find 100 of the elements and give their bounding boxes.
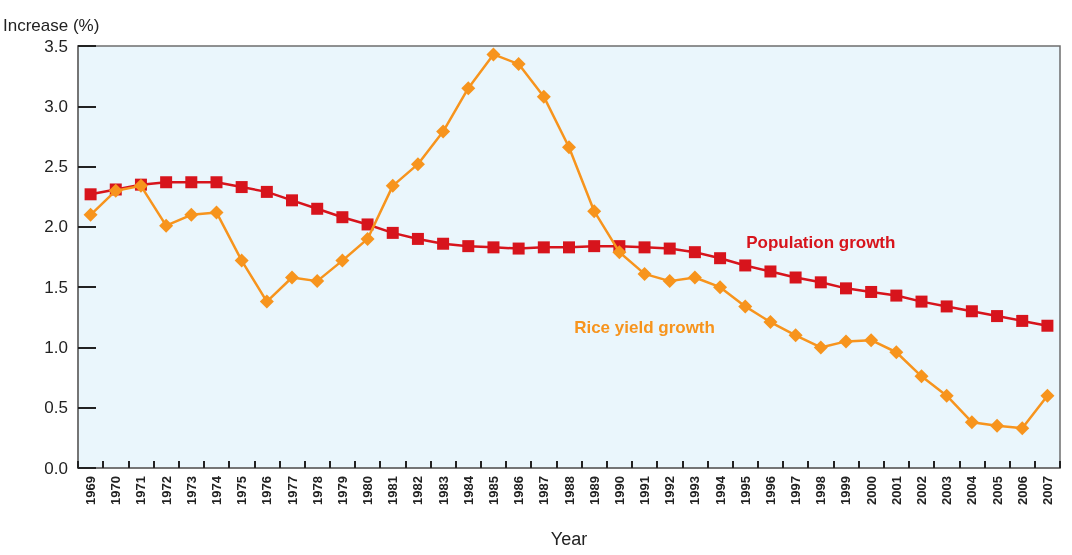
y-tick-label: 2.5 (44, 157, 68, 177)
point (536, 89, 551, 104)
x-tick-label: 1980 (360, 476, 376, 505)
point (714, 252, 727, 265)
point (964, 415, 979, 430)
point (763, 315, 778, 330)
x-tick-label: 1987 (536, 476, 552, 505)
x-tick-label: 1994 (712, 475, 728, 505)
point (386, 226, 399, 239)
point (789, 271, 802, 284)
x-tick-label: 2001 (888, 476, 904, 505)
point (813, 340, 828, 355)
point (939, 388, 954, 403)
point (209, 205, 224, 220)
x-tick-label: 2003 (939, 476, 955, 505)
y-tick-label: 1.5 (44, 277, 68, 297)
point (160, 176, 173, 189)
x-tick-label: 1999 (838, 476, 854, 505)
x-tick-label: 1985 (485, 476, 501, 505)
point (537, 241, 550, 254)
x-tick-label: 1969 (83, 476, 99, 505)
point (1015, 421, 1030, 436)
point (865, 285, 878, 298)
y-tick-label: 3.0 (44, 96, 68, 116)
point (185, 176, 198, 189)
point (663, 242, 676, 255)
point (286, 194, 299, 207)
point (311, 202, 324, 215)
x-tick-label: 1976 (259, 476, 275, 505)
point (890, 289, 903, 302)
x-tick-label: 1974 (208, 475, 224, 505)
point (385, 178, 400, 193)
point (687, 270, 702, 285)
point (235, 181, 248, 194)
point (260, 185, 273, 198)
x-tick-label: 1988 (561, 476, 577, 505)
x-tick-label: 1978 (309, 476, 325, 505)
point (637, 266, 652, 281)
point (285, 270, 300, 285)
x-tick-label: 2000 (863, 476, 879, 505)
x-tick-label: 2005 (989, 476, 1005, 505)
point (562, 140, 576, 155)
point (511, 57, 526, 72)
point (335, 253, 350, 268)
point (437, 237, 450, 250)
point (336, 211, 349, 224)
y-tick-label: 0.0 (44, 458, 68, 478)
y-tick-label: 1.0 (44, 337, 68, 357)
y-tick-label: 3.5 (44, 36, 68, 56)
x-tick-label: 1993 (687, 476, 703, 505)
x-tick-label: 1977 (284, 476, 300, 505)
x-tick-label: 1975 (234, 476, 250, 505)
point (411, 232, 424, 245)
x-tick-label: 1970 (108, 476, 124, 505)
point (915, 295, 928, 308)
x-tick-label: 1984 (460, 475, 476, 505)
point (83, 207, 98, 222)
point (864, 333, 879, 348)
x-tick-label: 1991 (637, 476, 653, 505)
point (210, 176, 223, 189)
x-tick-label: 1973 (183, 476, 199, 505)
point (662, 274, 677, 289)
point (461, 81, 476, 96)
point (688, 246, 701, 259)
point (638, 241, 651, 254)
x-tick-label: 1998 (813, 476, 829, 505)
point (1040, 388, 1055, 403)
point (310, 274, 325, 289)
point (462, 240, 475, 253)
point (738, 299, 753, 314)
y-tick-label: 0.5 (44, 398, 68, 418)
x-tick-label: 2004 (964, 475, 980, 505)
point (764, 265, 777, 278)
point (1041, 319, 1054, 332)
point (739, 259, 752, 272)
point (1016, 314, 1029, 327)
point (839, 282, 852, 295)
y-axis-title: Increase (%) (3, 16, 100, 35)
point (991, 310, 1004, 323)
point (713, 280, 728, 295)
x-tick-label: 1982 (410, 476, 426, 505)
y-tick-label: 2.0 (44, 217, 68, 237)
x-tick-label: 1992 (662, 476, 678, 505)
point (814, 276, 827, 289)
x-tick-label: 1996 (762, 476, 778, 505)
series-label: Population growth (746, 232, 896, 252)
point (940, 300, 953, 313)
point (588, 240, 601, 253)
point (838, 334, 853, 349)
x-tick-label: 1981 (385, 476, 401, 505)
x-tick-label: 1990 (611, 476, 627, 505)
series-label: Rice yield growth (574, 318, 715, 338)
point (587, 204, 602, 219)
point (512, 242, 525, 255)
x-axis-title: Year (550, 529, 588, 549)
x-tick-label: 2007 (1039, 476, 1055, 505)
x-tick-label: 1971 (133, 476, 149, 505)
x-tick-label: 1979 (334, 476, 350, 505)
point (84, 188, 97, 201)
point (234, 253, 249, 268)
